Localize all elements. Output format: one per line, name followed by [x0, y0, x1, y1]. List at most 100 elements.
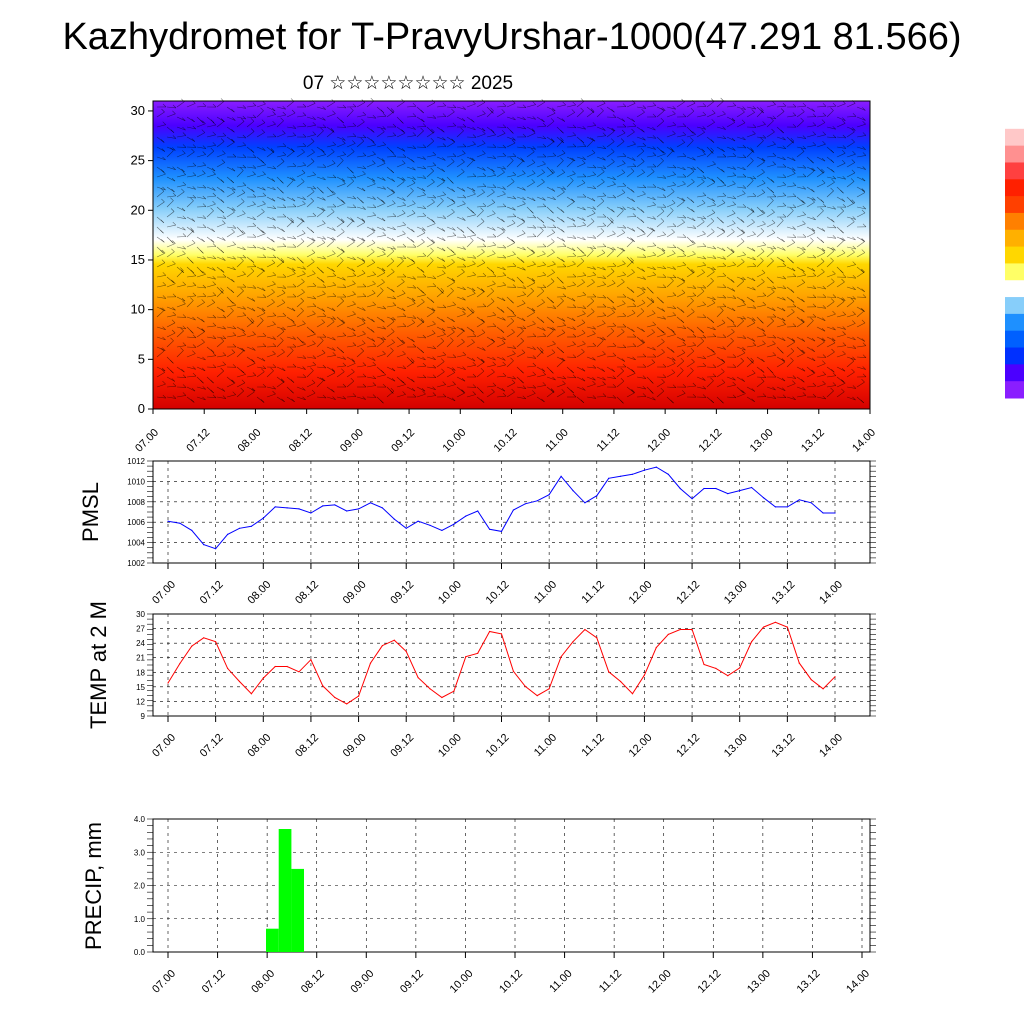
x-tick-label: 08.00 — [249, 968, 277, 996]
temp-point — [739, 667, 741, 669]
pmsl-point — [167, 520, 169, 522]
y-tick-label: 18 — [136, 668, 145, 677]
x-tick-label: 13.00 — [748, 427, 776, 455]
temp-point — [453, 690, 455, 692]
temp-point — [631, 693, 634, 695]
temp-point — [762, 626, 765, 628]
pmsl-point — [536, 500, 538, 502]
pmsl-point — [727, 493, 729, 495]
pmsl-point — [298, 508, 300, 510]
x-tick-label: 07.12 — [198, 579, 226, 607]
y-tick-label: 15 — [131, 252, 145, 267]
x-tick-label: 07.12 — [184, 427, 212, 455]
x-tick-label: 07.00 — [150, 579, 178, 607]
x-tick-label: 12.12 — [697, 427, 725, 455]
temp-point — [715, 667, 717, 670]
temp-point — [179, 662, 181, 665]
y-tick-label: 0.0 — [134, 948, 146, 957]
pmsl-point — [477, 510, 479, 512]
x-tick-label: 10.12 — [484, 732, 512, 760]
x-tick-label: 10.00 — [436, 579, 464, 607]
temp-point — [322, 685, 324, 687]
x-tick-label: 09.00 — [338, 427, 366, 455]
x-tick-label: 10.12 — [484, 579, 512, 607]
plot-frame — [152, 818, 871, 953]
temp-point — [215, 641, 217, 643]
colorbar — [1005, 112, 1024, 399]
y-tick-label: 30 — [131, 103, 145, 118]
x-tick-label: 12.12 — [674, 579, 702, 607]
x-tick-label: 12.00 — [627, 732, 655, 760]
x-tick-label: 09.12 — [388, 579, 416, 607]
y-tick-label: 2.0 — [134, 882, 146, 891]
x-tick-label: 08.00 — [245, 579, 273, 607]
cross-section-field — [153, 101, 870, 409]
temp-point — [203, 637, 205, 639]
x-tick-label: 08.12 — [293, 579, 321, 607]
y-axis-label: PMSL — [78, 482, 103, 542]
x-tick-label: 14.00 — [817, 579, 845, 607]
x-tick-label: 13.12 — [770, 732, 798, 760]
y-tick-label: 9 — [141, 712, 146, 721]
temp-point — [560, 656, 562, 658]
x-tick-label: 08.12 — [293, 732, 321, 760]
temp-point — [298, 671, 300, 673]
x-tick-label: 13.12 — [795, 968, 823, 996]
x-tick-label: 12.12 — [695, 968, 723, 996]
y-tick-label: 1008 — [127, 498, 145, 507]
temp-point — [262, 677, 264, 679]
precip-bar — [266, 928, 279, 952]
x-tick-label: 09.12 — [388, 732, 416, 760]
temp-point — [810, 679, 812, 681]
x-tick-label: 12.12 — [674, 732, 702, 760]
pmsl-point — [274, 506, 276, 508]
temp-point — [548, 688, 550, 690]
wind-barbs — [156, 97, 867, 404]
x-tick-label: 13.00 — [722, 732, 750, 760]
x-tick-label: 10.00 — [436, 732, 464, 760]
temp-point — [655, 646, 657, 649]
pmsl-point — [560, 475, 562, 477]
y-tick-label: 1002 — [127, 559, 145, 568]
temp-point — [489, 630, 491, 633]
x-tick-label: 07.00 — [150, 968, 178, 996]
x-tick-label: 14.00 — [844, 968, 872, 996]
x-tick-label: 11.12 — [580, 732, 607, 759]
pmsl-point — [762, 497, 765, 499]
pmsl-point — [667, 473, 669, 475]
x-tick-label: 10.12 — [497, 968, 525, 996]
temp-point — [584, 628, 586, 631]
y-tick-label: 20 — [131, 202, 145, 217]
x-tick-label: 11.00 — [532, 732, 559, 759]
pmsl-point — [620, 475, 622, 477]
x-tick-label: 13.00 — [745, 968, 773, 996]
y-tick-label: 15 — [136, 683, 145, 692]
temp-point — [465, 656, 467, 658]
pmsl-point — [238, 527, 241, 529]
temp-point — [167, 682, 169, 684]
pmsl-point — [834, 512, 836, 514]
temp-point — [572, 641, 574, 643]
pmsl-point — [489, 528, 491, 530]
pmsl-point — [179, 522, 181, 524]
temp-point — [381, 645, 383, 647]
y-tick-label: 30 — [136, 610, 145, 619]
y-tick-label: 0 — [138, 401, 145, 416]
temp-point — [536, 695, 538, 697]
pmsl-point — [691, 498, 693, 500]
temp-point — [429, 688, 431, 690]
pmsl-point — [429, 524, 431, 526]
x-tick-label: 13.00 — [722, 579, 750, 607]
x-tick-label: 11.00 — [543, 427, 570, 454]
temp-point — [798, 662, 800, 664]
temp-point — [667, 633, 669, 636]
x-tick-label: 10.00 — [440, 427, 468, 455]
temp-point — [608, 671, 610, 673]
y-tick-label: 24 — [136, 639, 145, 648]
y-tick-label: 5 — [138, 351, 145, 366]
pmsl-point — [524, 503, 526, 505]
pmsl-point — [441, 529, 443, 532]
y-tick-label: 3.0 — [134, 848, 146, 857]
temp-point — [393, 639, 395, 641]
